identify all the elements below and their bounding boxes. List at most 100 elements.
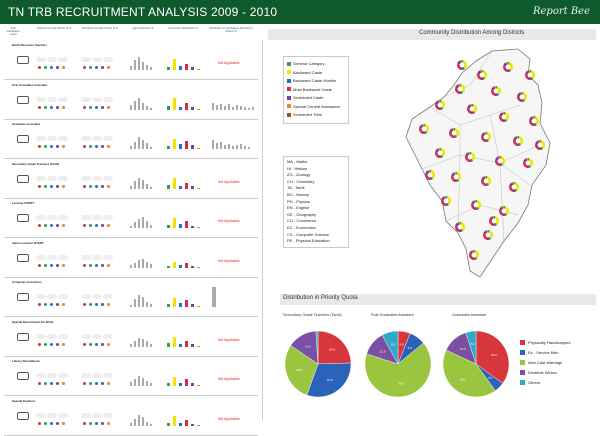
selected-pct (47, 333, 57, 339)
subject-bar (244, 106, 246, 110)
district-pie-hole (525, 160, 531, 166)
age-bar (150, 304, 152, 307)
age-bar (146, 143, 148, 149)
community-bar (185, 141, 188, 149)
priority-dot (44, 303, 47, 306)
shortlisted-pct (92, 136, 102, 141)
age-bar (142, 62, 144, 70)
priority-dot (50, 184, 53, 188)
not-applicable-note: Not Applicable (218, 179, 240, 184)
quota-pie: 24.5 31.0 29.0 14.5 (284, 330, 352, 398)
header-bar: TN TRB RECRUITMENT ANALYSIS 2009 - 2010 … (0, 0, 600, 24)
selected-pct (36, 254, 46, 260)
age-bar (146, 221, 148, 228)
total-box (17, 95, 29, 104)
community-bar (173, 261, 176, 268)
priority-dot (107, 184, 110, 188)
selected-pct (47, 175, 57, 181)
subject-abbrev-item: GE - Geography (287, 211, 317, 217)
subject-bar (232, 106, 234, 110)
district-pie-hole (437, 102, 443, 108)
subject-bar (252, 106, 254, 110)
priority-dot (44, 184, 47, 188)
priority-dot (107, 66, 110, 69)
priority-dot (62, 342, 65, 346)
not-applicable-note: Not Applicable (218, 377, 240, 381)
row-divider (4, 237, 258, 238)
district-pie-hole (485, 232, 491, 238)
priority-dot (38, 105, 41, 109)
district-pie-hole (479, 72, 485, 78)
quota-pie-label: 5.0 (471, 342, 476, 346)
district-pie-slice (460, 84, 465, 94)
priority-dot (56, 66, 59, 69)
priority-dot (44, 224, 47, 227)
section-title: Special Teachers (12, 398, 36, 403)
age-bar (150, 225, 152, 228)
district-pie-hole (505, 64, 511, 70)
subject-bar (240, 105, 242, 110)
quota-pie: 6.08.066.012.08.0 (364, 330, 432, 398)
district-pie-slice (456, 172, 461, 182)
priority-dot (62, 263, 65, 267)
section-title: Graduates Assistant (12, 122, 41, 126)
district-pie-hole (457, 224, 463, 230)
col-header-community: Community Distribution % (168, 27, 198, 30)
age-bar (142, 258, 144, 268)
community-bar (185, 182, 188, 189)
shortlisted-pct (103, 215, 113, 220)
quota-legend-label: Others (528, 380, 541, 385)
subject-abbrev-item: EC - Economics (287, 225, 316, 230)
priority-dot (101, 303, 104, 306)
community-bar (173, 377, 176, 386)
community-bar (167, 225, 170, 228)
district-pie-slice (500, 156, 505, 166)
section-title: Post Graduates Assistant (12, 82, 48, 87)
community-bar (179, 66, 182, 70)
section-title: Junior Lecturer DTERT (12, 240, 44, 245)
col-header-shortlisted: Shortlisted Female Priority % % (81, 27, 119, 30)
shortlisted-pct (92, 57, 102, 62)
priority-dot (101, 105, 104, 109)
community-bar (179, 264, 182, 268)
selected-pct (47, 57, 57, 62)
priority-dot (56, 303, 59, 306)
shortlisted-pct (103, 373, 113, 378)
district-pie-hole (501, 208, 507, 214)
section-title: Computer Instructors (12, 280, 42, 284)
community-bar (179, 422, 182, 426)
quota-header (280, 294, 596, 305)
district-pie-hole (467, 154, 473, 160)
quota-pie-label: 14.5 (305, 345, 311, 349)
community-bar (191, 304, 194, 307)
district-pie-slice (514, 182, 519, 192)
district-pie-hole (483, 178, 489, 184)
community-bar (173, 59, 176, 70)
community-bar (185, 419, 188, 426)
quota-pie-title: Post Graduates Assistant (371, 313, 414, 317)
section-title: Block Resource Teachers (12, 43, 48, 47)
legend-item: Scheduled Tribe (287, 112, 322, 117)
priority-dot (50, 105, 53, 109)
selected-pct (58, 96, 68, 102)
shortlisted-pct (92, 215, 102, 220)
community-bar (167, 342, 170, 347)
map-title: Community Distribution Among Districts (419, 30, 525, 36)
district-pie-slice (508, 62, 513, 72)
total-box (17, 372, 29, 380)
selected-pct (36, 136, 46, 141)
community-bar (167, 422, 170, 426)
priority-dot (95, 105, 98, 109)
age-bar (134, 418, 136, 426)
priority-dot (95, 145, 98, 148)
subject-legend: MA - Maths HI - History ZO - Zoology CH - C… (283, 156, 349, 248)
selected-pct (58, 412, 68, 418)
priority-dot (56, 105, 59, 109)
age-bar (138, 376, 140, 386)
priority-dot (62, 105, 65, 109)
community-bar (179, 224, 182, 228)
age-bar (130, 422, 132, 426)
community-bar (179, 106, 182, 110)
priority-dot (38, 224, 41, 227)
selected-pct (36, 294, 46, 299)
